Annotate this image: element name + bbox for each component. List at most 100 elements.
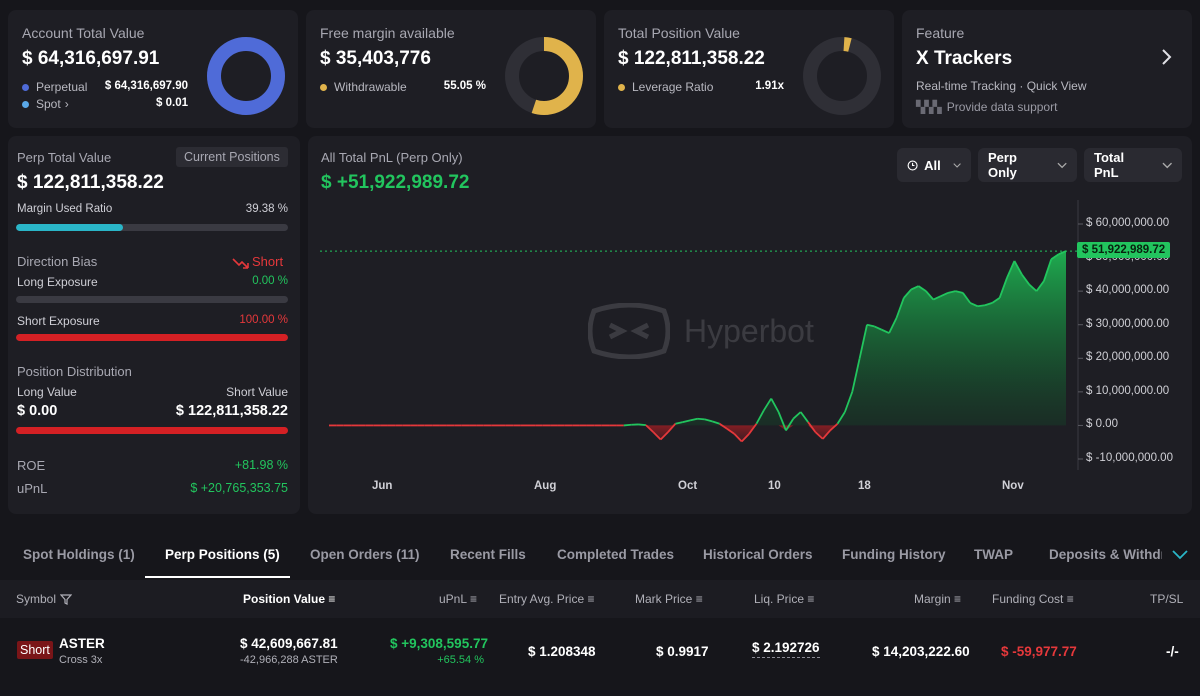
pnl-line-segment (814, 431, 824, 440)
pnl-line-segment (903, 288, 912, 299)
feature-support-text: Provide data support (946, 100, 1058, 114)
chevron-right-icon: › (64, 97, 69, 111)
tab-open-orders[interactable]: Open Orders (11) (310, 547, 420, 562)
account-total-card: Account Total Value $ 64,316,697.91 Perp… (8, 10, 298, 128)
long-value-label: Long Value (17, 385, 77, 399)
tab-spot-holdings[interactable]: Spot Holdings (1) (23, 547, 135, 562)
tab-twap[interactable]: TWAP (974, 547, 1013, 562)
scope-value: Perp Only (988, 150, 1017, 180)
pnl-line-segment (1043, 258, 1053, 282)
th-margin[interactable]: Margin ≡ (914, 592, 961, 606)
roe-label: ROE (17, 458, 46, 473)
pnl-line-segment (763, 398, 772, 411)
th-mark-price[interactable]: Mark Price ≡ (635, 592, 703, 606)
pnl-line-segment (755, 409, 765, 425)
pnl-line-segment (741, 433, 750, 443)
position-value: $ 42,609,667.81 (240, 636, 338, 651)
pnl-line-segment (881, 328, 890, 334)
pnl-line-segment (623, 423, 632, 427)
total-position-card: Total Position Value $ 122,811,358.22 Le… (604, 10, 894, 128)
trend-down-icon (232, 257, 249, 269)
perpetual-value: $ 64,316,697.90 (104, 80, 188, 92)
y-tick-label: $ 40,000,000.00 (1086, 284, 1170, 297)
tab-recent-fills[interactable]: Recent Fills (450, 547, 526, 562)
leverage-row: Leverage Ratio (618, 80, 713, 94)
th-entry-price[interactable]: Entry Avg. Price ≡ (499, 592, 595, 606)
margin-cell: $ 14,203,222.60 (872, 644, 970, 659)
pnl-line-segment (792, 411, 802, 420)
pnl-line-segment (1035, 280, 1045, 292)
tab-historical-orders[interactable]: Historical Orders (703, 547, 813, 562)
pnl-line-segment (895, 297, 905, 319)
tpsl-cell[interactable]: -/- (1166, 644, 1179, 659)
symbol-name[interactable]: ASTER (59, 636, 105, 651)
sort-icon: ≡ (695, 592, 703, 606)
th-liq-price[interactable]: Liq. Price ≡ (754, 592, 814, 606)
spot-dot-icon (22, 101, 29, 109)
th-symbol[interactable]: Symbol (16, 592, 73, 606)
pnl-line-segment (851, 358, 861, 393)
upnl-value: $ +20,765,353.75 (190, 481, 288, 495)
active-tab-underline (145, 576, 290, 578)
x-tick-label: Oct (678, 480, 698, 492)
long-exposure-bar (16, 296, 288, 303)
pnl-line-segment (726, 428, 735, 435)
tab-funding-history[interactable]: Funding History (842, 547, 946, 562)
th-upnl[interactable]: uPnL ≡ (439, 592, 477, 606)
pnl-line-segment (645, 424, 654, 433)
spot-label: Spot (36, 97, 61, 111)
th-position-value[interactable]: Position Value ≡ (243, 592, 335, 606)
pnl-line-segment (836, 411, 846, 425)
pnl-line-segment (984, 302, 993, 307)
hyperbot-watermark-text: Hyperbot (684, 312, 814, 349)
tab-completed-trades[interactable]: Completed Trades (557, 547, 675, 562)
free-margin-label: Free margin available (320, 25, 455, 41)
account-donut-arc (207, 37, 285, 115)
x-tick-label: Aug (534, 480, 557, 492)
withdrawable-row: Withdrawable (320, 80, 407, 94)
sort-icon: ≡ (587, 592, 595, 606)
short-value-label: Short Value (226, 385, 288, 399)
spot-value: $ 0.01 (156, 97, 188, 109)
filter-icon[interactable] (59, 594, 73, 606)
side-badge: Short (17, 641, 53, 659)
time-range-select[interactable]: All (897, 148, 971, 182)
chevron-right-icon[interactable] (1160, 48, 1174, 66)
y-tick-label: $ 0.00 (1086, 418, 1118, 431)
liq-price-cell[interactable]: $ 2.192726 (752, 640, 820, 658)
chevron-down-icon (1057, 162, 1067, 168)
metric-value: Total PnL (1094, 150, 1125, 180)
pnl-line-segment (866, 323, 875, 328)
pnl-line-segment (697, 417, 705, 421)
scope-select[interactable]: Perp Only (978, 148, 1077, 182)
sort-icon: ≡ (328, 592, 336, 606)
partner-logo-icon: ▚▚▚ (916, 100, 942, 114)
perpetual-dot-icon (22, 84, 29, 92)
th-entry-price-label: Entry Avg. Price (499, 592, 585, 606)
spot-row[interactable]: Spot › (22, 97, 69, 111)
upnl-pct-cell: +65.54 % (437, 654, 484, 666)
metric-select[interactable]: Total PnL (1084, 148, 1182, 182)
perp-summary-panel: Perp Total Value Current Positions $ 122… (8, 136, 300, 514)
feature-card[interactable]: Feature X Trackers Real-time Tracking · … (902, 10, 1192, 128)
chevron-down-icon[interactable] (1172, 550, 1188, 560)
tab-perp-positions[interactable]: Perp Positions (5) (165, 547, 280, 562)
time-range-value: All (924, 157, 941, 173)
pnl-line-segment (770, 398, 780, 413)
tab-deposits-withdrawals[interactable]: Deposits & Withdra (1049, 547, 1162, 562)
pnl-line-segment (1021, 273, 1030, 285)
margin-used-value: 39.38 % (245, 203, 288, 215)
th-tpsl: TP/SL (1150, 592, 1184, 606)
pnl-line-segment (704, 418, 713, 423)
x-tick-label: Nov (1002, 480, 1024, 492)
pnl-line-segment (888, 317, 898, 334)
th-funding-cost[interactable]: Funding Cost ≡ (992, 592, 1074, 606)
hyperbot-watermark: Hyperbot (588, 303, 814, 359)
upnl-cell: $ +9,308,595.77 (390, 636, 488, 651)
withdrawable-dot-icon (320, 84, 327, 92)
feature-label: Feature (916, 25, 965, 41)
pnl-line-segment (682, 419, 691, 423)
pnl-line-segment (785, 418, 795, 431)
current-positions-badge[interactable]: Current Positions (176, 147, 288, 167)
pnl-line-segment (652, 431, 662, 441)
